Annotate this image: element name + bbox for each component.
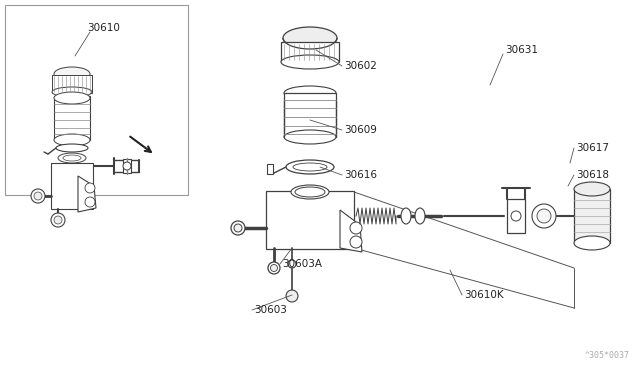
Bar bbox=[54, 96, 90, 140]
Polygon shape bbox=[78, 176, 96, 212]
Ellipse shape bbox=[271, 264, 278, 272]
Ellipse shape bbox=[284, 130, 336, 144]
Text: 30603A: 30603A bbox=[282, 259, 322, 269]
Circle shape bbox=[350, 236, 362, 248]
Ellipse shape bbox=[54, 67, 90, 81]
Bar bbox=[574, 189, 610, 243]
Text: ^305*0037: ^305*0037 bbox=[585, 351, 630, 360]
Ellipse shape bbox=[401, 208, 411, 224]
Ellipse shape bbox=[268, 262, 280, 274]
Text: 30610: 30610 bbox=[87, 23, 120, 33]
Text: 30609: 30609 bbox=[344, 125, 377, 135]
Ellipse shape bbox=[63, 155, 81, 161]
Bar bbox=[123, 159, 131, 173]
Ellipse shape bbox=[58, 153, 86, 163]
Text: 30602: 30602 bbox=[344, 61, 377, 71]
Circle shape bbox=[85, 183, 95, 193]
Text: 30603: 30603 bbox=[254, 305, 287, 315]
Text: 30610K: 30610K bbox=[464, 290, 504, 300]
Circle shape bbox=[51, 213, 65, 227]
Bar bbox=[281, 42, 339, 62]
Bar bbox=[51, 163, 93, 209]
Circle shape bbox=[286, 290, 298, 302]
Ellipse shape bbox=[291, 185, 329, 199]
Circle shape bbox=[85, 197, 95, 207]
Bar bbox=[52, 75, 92, 93]
Text: 30617: 30617 bbox=[576, 143, 609, 153]
Polygon shape bbox=[340, 210, 362, 252]
Bar bbox=[5, 5, 188, 195]
Ellipse shape bbox=[284, 86, 336, 100]
Ellipse shape bbox=[56, 144, 88, 152]
Ellipse shape bbox=[574, 182, 610, 196]
Text: 30631: 30631 bbox=[505, 45, 538, 55]
Ellipse shape bbox=[295, 187, 325, 197]
Text: 30618: 30618 bbox=[576, 170, 609, 180]
Ellipse shape bbox=[574, 236, 610, 250]
Ellipse shape bbox=[283, 27, 337, 49]
Ellipse shape bbox=[286, 160, 334, 174]
Ellipse shape bbox=[415, 208, 425, 224]
Ellipse shape bbox=[234, 224, 242, 232]
Ellipse shape bbox=[54, 134, 90, 146]
Circle shape bbox=[350, 222, 362, 234]
Circle shape bbox=[537, 209, 551, 223]
Ellipse shape bbox=[231, 221, 245, 235]
Bar bbox=[284, 93, 336, 137]
Circle shape bbox=[34, 192, 42, 200]
Circle shape bbox=[123, 162, 131, 170]
Ellipse shape bbox=[293, 163, 327, 171]
Bar bbox=[267, 164, 273, 174]
Circle shape bbox=[511, 211, 521, 221]
Circle shape bbox=[54, 216, 62, 224]
Ellipse shape bbox=[297, 188, 323, 196]
Ellipse shape bbox=[52, 87, 92, 97]
Circle shape bbox=[31, 189, 45, 203]
Ellipse shape bbox=[54, 92, 90, 104]
Bar bbox=[266, 191, 354, 249]
Ellipse shape bbox=[281, 55, 339, 69]
Bar bbox=[507, 199, 525, 233]
Circle shape bbox=[288, 260, 296, 268]
Circle shape bbox=[532, 204, 556, 228]
Text: 30616: 30616 bbox=[344, 170, 377, 180]
